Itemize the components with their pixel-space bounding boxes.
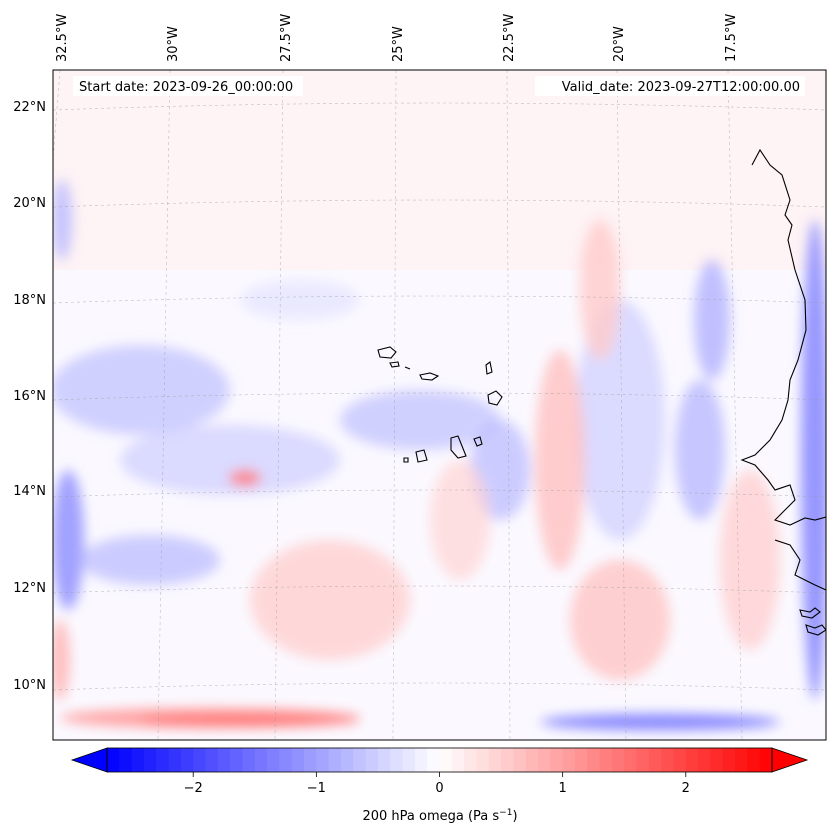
colorbar-step [488, 748, 502, 772]
colorbar-tick-label: 1 [559, 781, 567, 796]
colorbar-step [513, 748, 527, 772]
colorbar-step [624, 748, 638, 772]
lat-label: 12°N [13, 581, 46, 596]
lat-label: 10°N [13, 678, 46, 693]
colorbar-extend-min [70, 747, 108, 773]
start-date-label: Start date: 2023-09-26_00:00:00 [79, 80, 293, 95]
latitude-labels: 22°N 20°N 18°N 16°N 14°N 12°N 10°N [13, 100, 46, 693]
lon-label: 25°W [391, 26, 406, 62]
colorbar-step [242, 748, 256, 772]
colorbar-step [119, 748, 133, 772]
lat-label: 22°N [13, 100, 46, 115]
colorbar-step [377, 748, 391, 772]
lat-label: 20°N [13, 196, 46, 211]
colorbar-step [636, 748, 650, 772]
lon-label: 17.5°W [724, 14, 739, 62]
colorbar-step [661, 748, 674, 772]
colorbar-step [304, 748, 317, 772]
lon-label: 32.5°W [55, 14, 70, 62]
lon-label: 22.5°W [502, 14, 517, 62]
longitude-labels: 32.5°W 30°W 27.5°W 25°W 22.5°W 20°W 17.5… [55, 14, 739, 62]
omega-field [53, 70, 826, 740]
colorbar-step [538, 748, 551, 772]
colorbar-step [550, 748, 564, 772]
colorbar-step [562, 748, 576, 772]
colorbar-label: 200 hPa omega (Pa s−1) [362, 808, 517, 824]
colorbar-step [525, 748, 539, 772]
colorbar-step [353, 748, 367, 772]
colorbar-step [451, 748, 465, 772]
colorbar-step [131, 748, 145, 772]
gridlines [53, 70, 826, 740]
colorbar-step [710, 748, 724, 772]
colorbar-step [698, 748, 711, 772]
colorbar-step [340, 748, 354, 772]
colorbar-step [205, 748, 219, 772]
colorbar-step [574, 748, 588, 772]
colorbar-step [230, 748, 243, 772]
colorbar-tick-label: −1 [307, 781, 326, 796]
colorbar-tick-label: −2 [184, 781, 203, 796]
colorbar-step [193, 748, 207, 772]
colorbar-step [254, 748, 268, 772]
colorbar-steps [107, 748, 773, 772]
colorbar-step [316, 748, 330, 772]
colorbar-step [648, 748, 662, 772]
colorbar-step [291, 748, 305, 772]
colorbar-step [156, 748, 170, 772]
colorbar-step [599, 748, 613, 772]
valid-date-label: Valid_date: 2023-09-27T12:00:00.00 [562, 80, 800, 95]
colorbar-step [414, 748, 428, 772]
colorbar-step [107, 748, 120, 772]
colorbar-step [427, 748, 440, 772]
lat-label: 14°N [13, 484, 46, 499]
colorbar-step [673, 748, 687, 772]
colorbar-tick-label: 0 [435, 781, 443, 796]
colorbar-step [476, 748, 490, 772]
coastline [377, 148, 826, 636]
colorbar-step [328, 748, 342, 772]
lon-label: 20°W [612, 26, 627, 62]
colorbar-step [685, 748, 699, 772]
colorbar-step [402, 748, 416, 772]
colorbar-step [143, 748, 157, 772]
colorbar-ticks: −2 −1 0 1 2 [184, 772, 690, 796]
lat-label: 16°N [13, 389, 46, 404]
plot-frame [52, 69, 827, 741]
colorbar-step [217, 748, 231, 772]
colorbar-step [439, 748, 453, 772]
colorbar-step [611, 748, 625, 772]
colorbar-step [722, 748, 736, 772]
colorbar-step [390, 748, 404, 772]
colorbar: −2 −1 0 1 2 200 hPa omega (Pa s−1) [70, 747, 809, 824]
colorbar-step [267, 748, 280, 772]
colorbar-step [587, 748, 601, 772]
colorbar-step [747, 748, 761, 772]
lon-label: 27.5°W [279, 14, 294, 62]
colorbar-step [168, 748, 182, 772]
colorbar-tick-label: 2 [682, 781, 690, 796]
colorbar-step [464, 748, 477, 772]
lon-label: 30°W [166, 26, 181, 62]
colorbar-step [501, 748, 514, 772]
colorbar-step [279, 748, 293, 772]
colorbar-step [759, 748, 773, 772]
colorbar-step [365, 748, 379, 772]
colorbar-step [735, 748, 748, 772]
lat-label: 18°N [13, 293, 46, 308]
colorbar-step [180, 748, 194, 772]
colorbar-extend-max [771, 747, 809, 773]
